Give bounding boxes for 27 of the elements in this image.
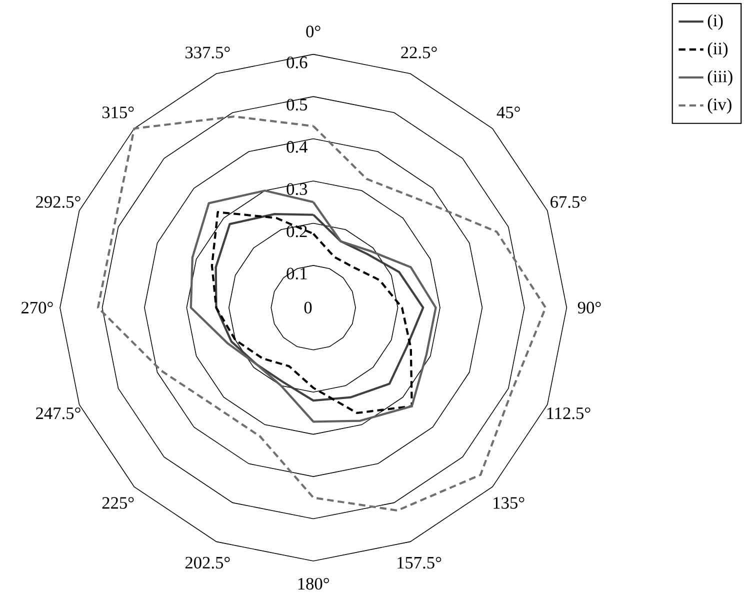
spoke-label: 0° bbox=[306, 26, 320, 38]
y-tick-label: 0 bbox=[304, 302, 312, 314]
spoke-label: 315° bbox=[102, 106, 134, 118]
spoke-label: 180° bbox=[298, 578, 329, 590]
spoke-label: 337.5° bbox=[186, 46, 230, 58]
legend-label: (iv) bbox=[708, 98, 732, 114]
legend-label: (iii) bbox=[708, 70, 732, 86]
spoke-label: 45° bbox=[496, 106, 520, 118]
legend-label: (i) bbox=[708, 14, 723, 30]
y-tick-label: 0.2 bbox=[286, 225, 307, 238]
spoke-label: 247.5° bbox=[36, 407, 80, 420]
y-tick-label: 0.1 bbox=[286, 268, 307, 280]
spoke-label: 22.5° bbox=[401, 46, 437, 58]
spoke-label: 112.5° bbox=[547, 407, 590, 420]
spoke-label: 157.5° bbox=[398, 556, 442, 569]
y-tick-label: 0.5 bbox=[286, 98, 308, 111]
spoke-label: 90° bbox=[578, 302, 601, 314]
y-tick-label: 0.3 bbox=[286, 183, 308, 196]
spoke-label: 67.5° bbox=[550, 196, 586, 208]
spoke-label: 270° bbox=[21, 302, 53, 314]
legend-label: (ii) bbox=[708, 42, 728, 58]
spoke-label: 225° bbox=[102, 497, 134, 509]
spoke-label: 202.5° bbox=[185, 556, 230, 569]
y-tick-label: 0.4 bbox=[286, 141, 308, 153]
spoke-label: 135° bbox=[494, 497, 524, 509]
spoke-label: 292.5° bbox=[36, 196, 80, 208]
y-tick-label: 0.6 bbox=[286, 56, 308, 68]
